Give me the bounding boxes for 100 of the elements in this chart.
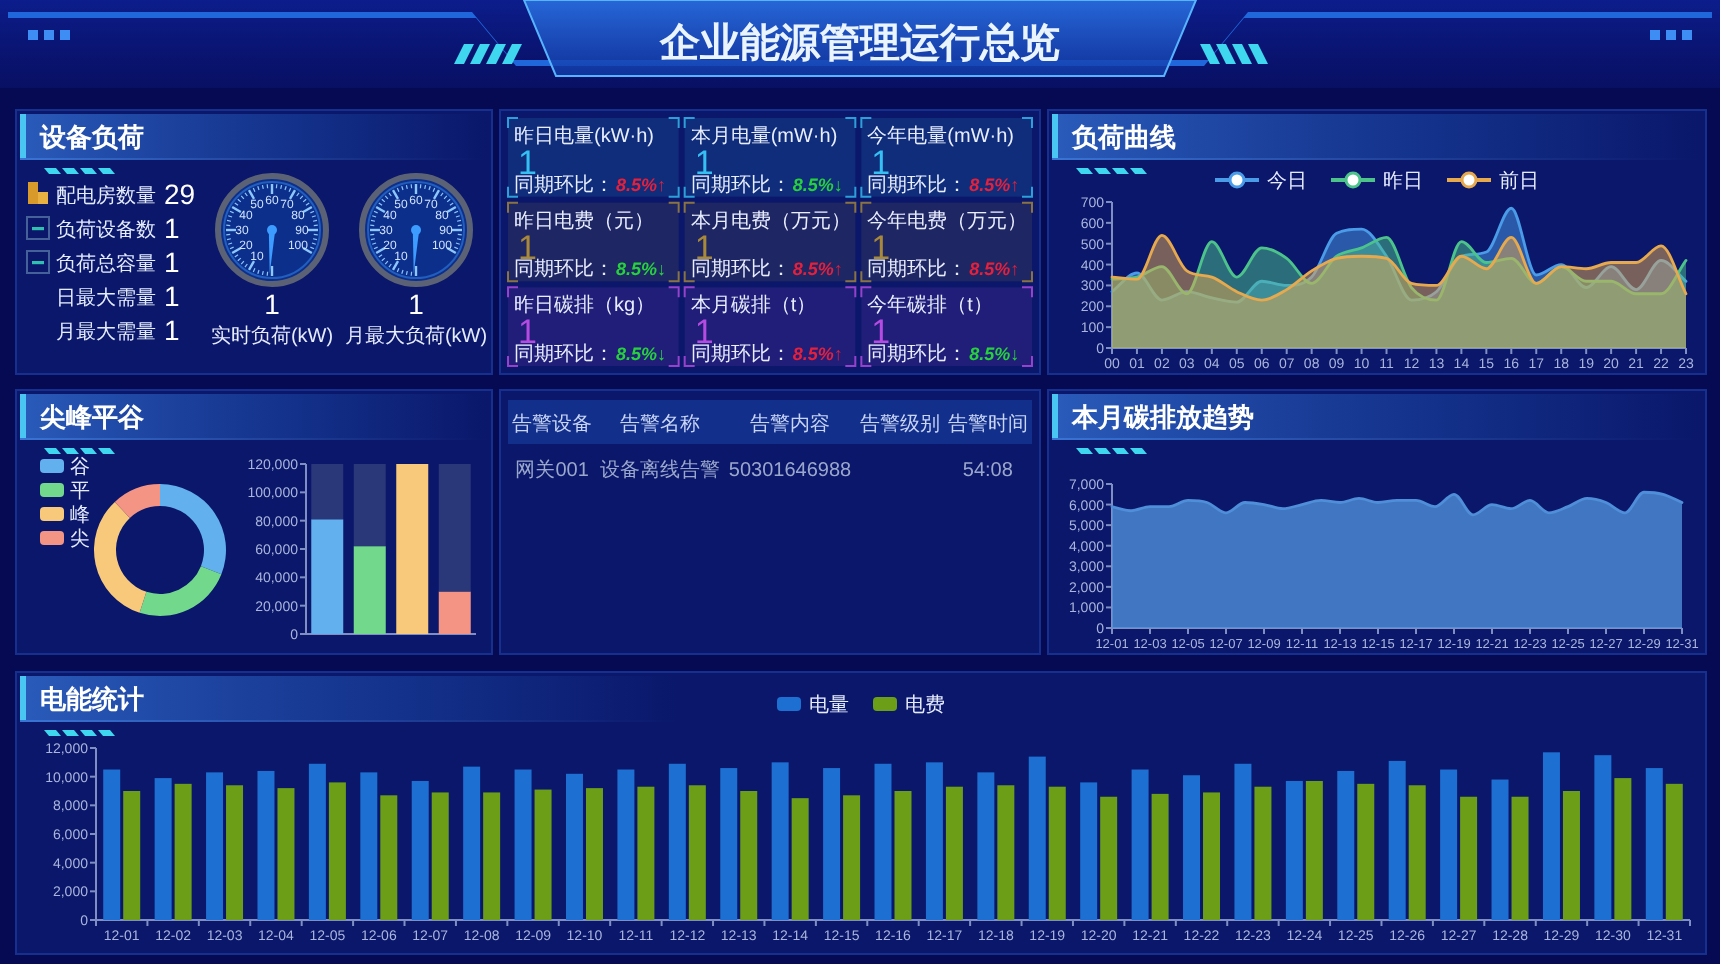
data-label: 1 <box>264 288 281 320</box>
bar <box>1440 769 1458 920</box>
category-label: 负荷总容量 <box>56 252 156 276</box>
text: 今年电费（万元） <box>867 208 1028 233</box>
bar <box>438 591 471 634</box>
bar <box>894 791 912 920</box>
category-label: 告警名称 <box>620 412 701 436</box>
bar <box>823 768 841 920</box>
legend-label: 峰 <box>70 503 90 527</box>
bar <box>174 783 192 920</box>
bar <box>925 762 943 920</box>
legend-label: 电费 <box>905 693 945 717</box>
legend-label: 前日 <box>1499 169 1539 193</box>
category-label: 配电房数量 <box>56 184 156 208</box>
bar <box>720 768 738 920</box>
bar <box>1337 770 1355 920</box>
bar <box>154 778 172 920</box>
bar <box>740 791 758 920</box>
bar <box>226 785 244 920</box>
category-label: 日最大需量 <box>56 286 156 310</box>
bar <box>1408 785 1426 920</box>
bar <box>1100 796 1118 920</box>
data-label: 1 <box>408 288 425 320</box>
bar <box>514 769 532 920</box>
data-label: 8.5%↓ <box>616 344 667 364</box>
bar <box>483 792 501 920</box>
chart-title: 本月碳排放趋势 <box>1070 402 1254 432</box>
bar <box>1542 752 1560 920</box>
data-label: 8.5%↑ <box>969 259 1020 280</box>
bar <box>311 519 344 634</box>
bar <box>103 769 121 920</box>
bar <box>353 464 386 547</box>
bar <box>843 795 861 920</box>
data-label: 8.5%↓ <box>969 344 1020 364</box>
bar <box>1048 786 1066 920</box>
text: 设备离线告警 <box>600 460 721 482</box>
bar <box>1614 778 1632 920</box>
bar <box>1357 783 1375 920</box>
bar <box>1151 793 1169 920</box>
bar <box>1183 775 1201 920</box>
bar <box>311 464 344 520</box>
bar <box>1645 768 1663 920</box>
bar <box>874 763 892 920</box>
text: 今年电量(mW·h) <box>867 124 1014 148</box>
chart-title: 尖峰平谷 <box>38 402 146 432</box>
bar <box>380 795 398 920</box>
bar <box>308 763 326 920</box>
data-label: 8.5%↓ <box>616 259 667 280</box>
bar <box>565 773 583 920</box>
text: 网关001 <box>515 460 589 482</box>
bar <box>945 786 963 920</box>
category-label: 告警时间 <box>947 412 1028 436</box>
bar <box>1562 791 1580 920</box>
bar <box>668 763 686 920</box>
category-label: 告警级别 <box>859 412 940 436</box>
text: 本月电量(mW·h) <box>690 124 838 148</box>
data-label: 29 <box>164 178 196 210</box>
bar <box>1665 783 1683 920</box>
data-label: 1 <box>164 280 180 312</box>
bar <box>977 772 995 920</box>
bar <box>1388 760 1406 920</box>
bar <box>396 464 429 634</box>
text: 企业能源管理运行总览 <box>658 20 1060 66</box>
legend-label: 平 <box>70 481 90 503</box>
legend-label: 尖 <box>70 527 90 551</box>
bar <box>277 788 295 920</box>
bar <box>328 782 346 920</box>
bar <box>791 798 809 920</box>
bar <box>1254 786 1272 920</box>
bar <box>771 762 789 920</box>
data-label: 1 <box>164 314 180 346</box>
bar <box>1511 796 1529 920</box>
bar <box>463 766 481 920</box>
bar <box>1028 756 1046 920</box>
bar <box>431 792 449 920</box>
bar <box>438 464 471 592</box>
bar <box>1234 763 1252 920</box>
bar <box>1131 769 1149 920</box>
text: 设备负荷 <box>38 122 144 152</box>
bar <box>1285 780 1303 920</box>
text: 本月电费（万元） <box>690 208 851 233</box>
text: 54:08 <box>962 460 1013 482</box>
legend-label: 谷 <box>70 455 90 479</box>
bar <box>353 546 386 634</box>
bar <box>1594 755 1612 920</box>
bar <box>617 769 635 920</box>
bar <box>688 785 706 920</box>
category-label: 告警内容 <box>750 412 830 436</box>
bar <box>206 772 224 920</box>
data-label: 8.5%↑ <box>792 344 843 364</box>
text: 昨日电费（元） <box>514 208 654 233</box>
data-label: 1 <box>164 212 180 244</box>
legend-label: 昨日 <box>1383 169 1423 193</box>
bar <box>1203 792 1221 920</box>
bar <box>123 791 141 920</box>
bar <box>1460 796 1478 920</box>
text: 本月碳排（t） <box>690 293 817 318</box>
chart-title: 负荷曲线 <box>1070 122 1176 152</box>
chart-title: 电能统计 <box>40 684 144 714</box>
data-label: 8.5%↑ <box>969 174 1020 195</box>
